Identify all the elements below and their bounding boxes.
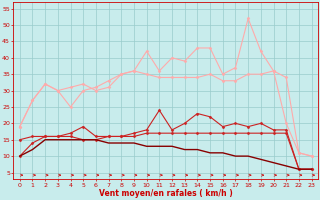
- X-axis label: Vent moyen/en rafales ( km/h ): Vent moyen/en rafales ( km/h ): [99, 189, 233, 198]
